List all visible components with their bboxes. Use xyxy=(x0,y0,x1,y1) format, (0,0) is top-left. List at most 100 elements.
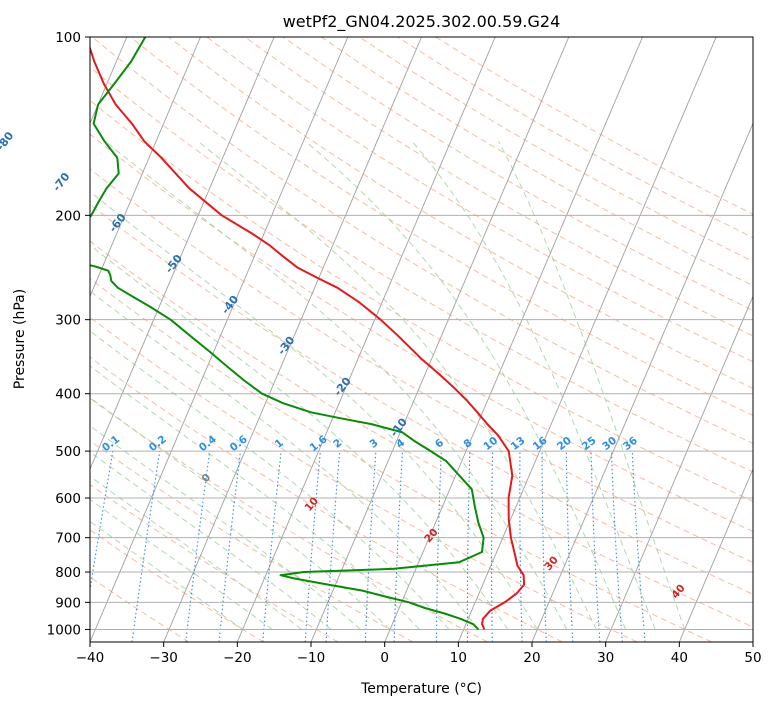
y-tick-label: 300 xyxy=(55,313,81,329)
x-tick-label: 0 xyxy=(380,650,389,666)
isotherm-label: -70 xyxy=(50,170,73,194)
moist-adiabat-line xyxy=(90,451,332,630)
dewpoint-profile-line xyxy=(90,37,485,631)
isotherm-line xyxy=(310,37,570,642)
x-tick-label: 50 xyxy=(744,650,761,666)
mixing-ratio-line xyxy=(304,451,321,642)
y-axis-ticks: 100 200 300 400 500 600 700 800 900 1000 xyxy=(47,30,90,638)
mixing-ratio-line xyxy=(590,451,601,642)
y-tick-label: 600 xyxy=(55,491,81,507)
isotherm-line xyxy=(90,37,349,642)
moist-adiabats xyxy=(90,140,686,630)
chart-title: wetPf2_GN04.2025.302.00.59.G24 xyxy=(283,12,561,32)
moist-adiabat-line xyxy=(90,290,479,630)
y-tick-label: 400 xyxy=(55,387,81,403)
mixing-ratio-label: 1 xyxy=(273,437,286,451)
y-tick-label: 1000 xyxy=(47,622,81,638)
mixing-ratio-label: 36 xyxy=(621,435,640,453)
mixing-ratio-line xyxy=(364,451,377,642)
moist-adiabat-line xyxy=(90,330,450,630)
dry-adiabat-line xyxy=(90,278,712,642)
mixing-ratio-line xyxy=(218,451,242,642)
moist-adiabat-line xyxy=(498,141,686,630)
dry-adiabat-line xyxy=(359,37,753,263)
dry-adiabat-line xyxy=(91,37,753,445)
dry-adiabats xyxy=(90,37,753,642)
dry-adiabat-label: 40 xyxy=(669,582,688,601)
x-tick-label: 40 xyxy=(671,650,688,666)
mixing-ratio-line xyxy=(131,451,161,642)
isobar-gridlines xyxy=(90,37,753,630)
mixing-ratio-label: 13 xyxy=(509,434,528,452)
moist-adiabat-line xyxy=(90,191,538,630)
isotherm-label: -80 xyxy=(0,129,17,153)
mixing-ratio-line xyxy=(631,451,646,642)
isotherm-label: -60 xyxy=(106,211,129,235)
moist-adiabat-line xyxy=(104,140,568,630)
isotherm-line xyxy=(752,640,753,642)
plot-frame xyxy=(89,36,754,643)
mixing-ratio-line xyxy=(262,451,282,642)
mixing-ratio-lines xyxy=(90,451,646,642)
y-tick-label: 500 xyxy=(55,444,81,460)
dry-adiabat-line xyxy=(90,203,753,595)
moist-adiabat-line xyxy=(90,425,361,630)
isotherm-label: -20 xyxy=(331,374,354,398)
dry-adiabat-line xyxy=(90,356,563,642)
moist-adiabat-line xyxy=(90,498,273,630)
isotherm-line xyxy=(236,37,496,642)
mixing-ratio-line xyxy=(185,451,211,642)
dry-adiabat-line xyxy=(90,576,190,642)
y-axis-label: Pressure (hPa) xyxy=(12,289,28,389)
isotherms xyxy=(90,37,753,642)
moist-adiabat-line xyxy=(90,475,302,630)
temperature-profile-line xyxy=(90,45,526,630)
mixing-ratio-line xyxy=(490,451,494,642)
mixing-ratio-label: 16 xyxy=(531,435,550,453)
dry-adiabat-line xyxy=(90,99,753,502)
dry-adiabat-line xyxy=(90,483,339,642)
x-tick-label: −40 xyxy=(76,650,105,666)
moist-adiabat-line xyxy=(90,365,420,630)
dry-adiabat-label: 0 xyxy=(200,472,214,485)
dry-adiabat-line xyxy=(130,37,753,417)
mixing-ratio-line xyxy=(90,451,114,594)
moist-adiabat-line xyxy=(411,140,656,630)
y-tick-label: 100 xyxy=(55,30,81,46)
isotherm-line xyxy=(531,122,753,642)
x-axis-label: Temperature (°C) xyxy=(360,681,482,697)
x-tick-label: 30 xyxy=(597,650,614,666)
isotherm-label: -40 xyxy=(219,293,242,317)
x-tick-label: −10 xyxy=(297,650,326,666)
isotherm-line xyxy=(90,37,201,298)
x-tick-label: −30 xyxy=(149,650,178,666)
mixing-ratio-label: 30 xyxy=(600,435,619,453)
mixing-ratio-line xyxy=(565,451,574,642)
moist-adiabat-line xyxy=(305,140,627,630)
isotherm-line xyxy=(457,37,717,642)
moist-adiabat-line xyxy=(90,244,509,630)
dry-adiabat-line xyxy=(90,440,414,642)
isotherm-line xyxy=(384,37,643,642)
dry-adiabat-label: 20 xyxy=(422,526,441,545)
y-tick-label: 700 xyxy=(55,531,81,547)
dry-adiabat-line xyxy=(90,133,753,533)
mixing-ratio-label: 20 xyxy=(555,435,574,453)
dry-adiabat-line xyxy=(282,37,753,312)
mixing-ratio-line xyxy=(519,451,523,642)
isotherm-label: -50 xyxy=(163,252,186,276)
mixing-ratio-line xyxy=(466,451,471,642)
isotherm-line xyxy=(163,37,422,642)
x-tick-label: −20 xyxy=(223,650,252,666)
x-axis-ticks: −40 −30 −20 −10 0 10 20 30 40 50 xyxy=(76,642,762,666)
mixing-ratio-line xyxy=(610,451,623,642)
y-tick-label: 800 xyxy=(55,565,81,581)
isotherm-line xyxy=(678,467,753,642)
y-tick-label: 200 xyxy=(55,208,81,224)
sounding-profiles xyxy=(90,37,526,631)
mixing-ratio-label: 25 xyxy=(580,435,599,453)
dry-adiabat-line xyxy=(90,529,264,642)
x-tick-label: 20 xyxy=(523,650,540,666)
moist-adiabat-line xyxy=(197,140,597,630)
